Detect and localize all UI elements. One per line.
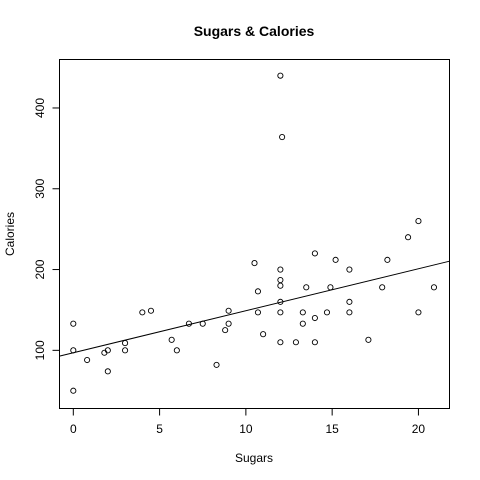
data-point — [148, 308, 153, 313]
data-point — [71, 388, 76, 393]
data-point — [71, 321, 76, 326]
data-point — [278, 267, 283, 272]
regression-line-group — [60, 261, 450, 356]
data-point — [252, 260, 257, 265]
data-point — [226, 308, 231, 313]
data-point — [293, 340, 298, 345]
x-tick-label: 20 — [412, 422, 426, 436]
data-point — [366, 337, 371, 342]
data-point — [347, 267, 352, 272]
data-point — [405, 235, 410, 240]
data-point — [328, 285, 333, 290]
x-axis-label: Sugars — [235, 451, 273, 465]
y-tick-label: 100 — [33, 340, 47, 360]
data-point — [140, 310, 145, 315]
x-tick-label: 15 — [325, 422, 339, 436]
y-tick-label: 300 — [33, 178, 47, 198]
x-tick-label: 10 — [239, 422, 253, 436]
data-point — [278, 340, 283, 345]
data-point — [312, 251, 317, 256]
data-point — [255, 310, 260, 315]
data-point — [169, 337, 174, 342]
data-point — [226, 321, 231, 326]
data-points — [71, 73, 437, 393]
data-point — [416, 218, 421, 223]
data-point — [85, 357, 90, 362]
regression-line — [60, 261, 450, 356]
data-point — [431, 285, 436, 290]
data-point — [333, 257, 338, 262]
chart-title: Sugars & Calories — [194, 23, 315, 39]
data-point — [312, 315, 317, 320]
data-point — [304, 285, 309, 290]
data-point — [278, 277, 283, 282]
data-point — [278, 283, 283, 288]
data-point — [300, 321, 305, 326]
data-point — [174, 348, 179, 353]
data-point — [347, 310, 352, 315]
data-point — [347, 299, 352, 304]
x-tick-label: 5 — [156, 422, 163, 436]
data-point — [278, 73, 283, 78]
data-point — [122, 348, 127, 353]
data-point — [385, 257, 390, 262]
plot-area-frame — [60, 60, 450, 409]
data-point — [255, 289, 260, 294]
data-point — [416, 310, 421, 315]
data-point — [214, 362, 219, 367]
data-point — [261, 332, 266, 337]
data-point — [223, 328, 228, 333]
y-tick-label: 400 — [33, 98, 47, 118]
data-point — [300, 310, 305, 315]
x-tick-label: 0 — [70, 422, 77, 436]
y-tick-label: 200 — [33, 259, 47, 279]
data-point — [105, 369, 110, 374]
data-point — [312, 340, 317, 345]
data-point — [280, 134, 285, 139]
y-axis-label: Calories — [3, 212, 17, 256]
y-axis: 100 200 300 400 — [33, 98, 60, 361]
data-point — [380, 285, 385, 290]
x-axis: 0 5 10 15 20 — [70, 409, 425, 437]
data-point — [278, 310, 283, 315]
data-point — [324, 310, 329, 315]
data-point — [122, 340, 127, 345]
